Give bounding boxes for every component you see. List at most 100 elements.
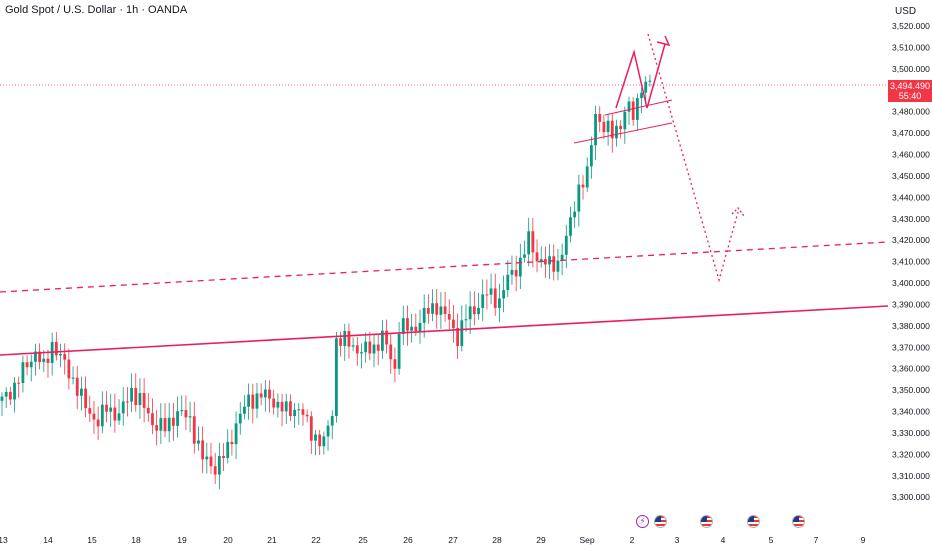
time-tick-label: 14 bbox=[43, 535, 53, 545]
candle-body bbox=[456, 328, 460, 347]
candle-body bbox=[393, 359, 397, 369]
candle bbox=[167, 402, 171, 443]
currency-label[interactable]: USD bbox=[895, 6, 917, 17]
candle-body bbox=[209, 456, 213, 467]
candle bbox=[631, 97, 635, 126]
candle-body bbox=[347, 330, 351, 347]
candle-body bbox=[251, 394, 255, 409]
candle bbox=[134, 373, 138, 412]
price-tick-label: 3,300.000 bbox=[892, 492, 930, 502]
candle-body bbox=[17, 382, 21, 384]
candle-body bbox=[34, 351, 37, 362]
candle bbox=[569, 206, 572, 243]
candle-body bbox=[447, 313, 451, 320]
candle-body bbox=[623, 111, 627, 130]
candle-body bbox=[100, 404, 104, 427]
price-tick-label: 3,500.000 bbox=[892, 64, 930, 74]
candle-body bbox=[263, 389, 267, 398]
candle bbox=[527, 217, 531, 267]
time-axis[interactable]: 13 14 15 18 19 20 21 22 25 26 27 28 29 Sep 2 3 4 5 7 9 bbox=[0, 535, 866, 545]
candle-body bbox=[481, 294, 485, 308]
projection-up-arrow[interactable] bbox=[615, 43, 666, 109]
candle bbox=[472, 291, 476, 326]
candle bbox=[318, 429, 322, 456]
candle-body bbox=[368, 341, 372, 354]
candle-body bbox=[284, 401, 288, 412]
candle bbox=[368, 332, 372, 361]
candle bbox=[293, 403, 296, 428]
time-tick-label: 15 bbox=[87, 535, 97, 545]
candle-body bbox=[188, 416, 192, 418]
candle-body bbox=[243, 406, 246, 414]
candle bbox=[38, 343, 42, 370]
candle-body bbox=[88, 408, 92, 414]
candle-body bbox=[414, 326, 418, 332]
candle-body bbox=[59, 353, 62, 356]
price-tick-label: 3,310.000 bbox=[892, 471, 930, 481]
candle-body bbox=[355, 345, 359, 354]
candle-body bbox=[259, 393, 263, 398]
candle-body bbox=[527, 231, 531, 255]
price-tick-label: 3,400.000 bbox=[892, 278, 930, 288]
candle bbox=[431, 289, 434, 322]
candle-body bbox=[314, 434, 317, 441]
us-flag-icon[interactable] bbox=[654, 515, 667, 528]
candle bbox=[138, 378, 142, 419]
lightning-icon[interactable]: ⚡ bbox=[636, 515, 649, 528]
candle bbox=[13, 377, 16, 413]
candle bbox=[322, 431, 326, 455]
us-flag-icon[interactable] bbox=[747, 515, 760, 528]
price-tick-label: 3,510.000 bbox=[892, 42, 930, 52]
candle-body bbox=[201, 440, 205, 460]
candle-body bbox=[573, 211, 577, 218]
flag-upper-line[interactable] bbox=[604, 99, 673, 116]
candle bbox=[640, 87, 643, 114]
candle bbox=[226, 429, 230, 464]
time-tick-label: 5 bbox=[769, 535, 774, 545]
candle bbox=[34, 343, 37, 376]
candle bbox=[50, 332, 54, 376]
us-flag-icon[interactable] bbox=[792, 515, 805, 528]
candle-body bbox=[569, 217, 572, 236]
time-tick-label: 19 bbox=[177, 535, 187, 545]
candle bbox=[17, 376, 21, 398]
candle bbox=[401, 305, 405, 346]
candle-body bbox=[498, 298, 501, 308]
price-tick-label: 3,340.000 bbox=[892, 407, 930, 417]
us-flag-icon[interactable] bbox=[700, 515, 713, 528]
candle-body bbox=[146, 407, 150, 414]
candle-body bbox=[364, 341, 368, 353]
price-tick-label: 3,430.000 bbox=[892, 214, 930, 224]
time-tick-label: 20 bbox=[223, 535, 233, 545]
candle-body bbox=[581, 184, 585, 188]
candle-body bbox=[13, 382, 16, 400]
candle bbox=[201, 426, 205, 474]
candle-body bbox=[640, 92, 643, 99]
candle bbox=[477, 292, 480, 320]
candle bbox=[544, 246, 547, 278]
projection-down-path[interactable] bbox=[647, 33, 739, 283]
candle bbox=[355, 336, 359, 366]
candle bbox=[255, 383, 259, 419]
price-tick-label: 3,330.000 bbox=[892, 428, 930, 438]
candle-body bbox=[276, 401, 280, 408]
candle bbox=[560, 243, 564, 276]
candle bbox=[209, 442, 213, 475]
time-tick-label: 13 bbox=[0, 535, 8, 545]
candle-body bbox=[280, 401, 284, 412]
candle bbox=[121, 387, 125, 426]
candle bbox=[247, 383, 251, 420]
candle-body bbox=[610, 120, 614, 139]
candle bbox=[456, 313, 460, 360]
candle-body bbox=[71, 377, 75, 379]
dashed-trendline[interactable] bbox=[0, 241, 889, 293]
candle bbox=[92, 400, 96, 434]
candle bbox=[523, 240, 526, 263]
candle bbox=[452, 304, 455, 343]
support-trendline[interactable] bbox=[0, 305, 889, 356]
candle bbox=[610, 114, 614, 153]
flag-lower-line[interactable] bbox=[573, 122, 673, 144]
candle bbox=[88, 395, 92, 423]
candle bbox=[309, 411, 313, 455]
